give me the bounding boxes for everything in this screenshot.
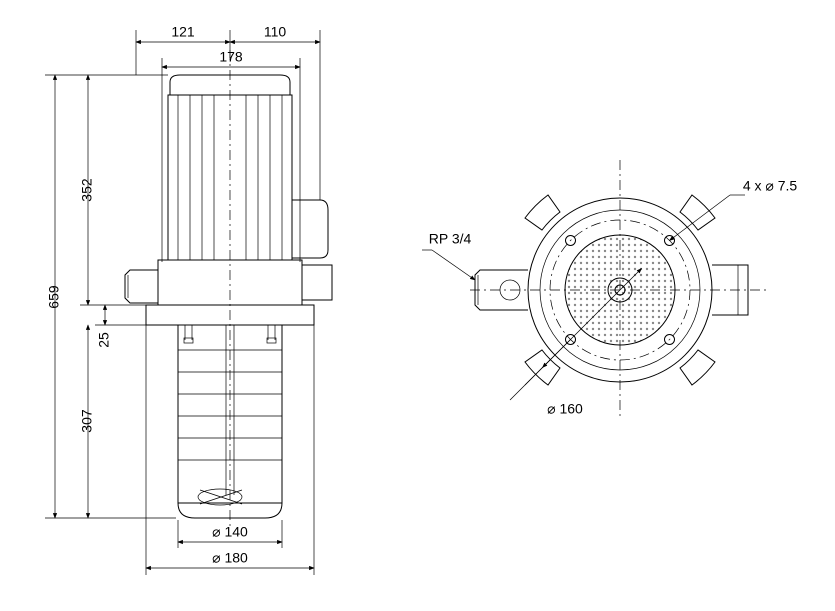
side-view: 121 110 178 659 352 25 307 ⌀ 140 [45, 24, 332, 575]
dim-307: 307 [79, 409, 95, 433]
dim-121: 121 [171, 24, 195, 40]
dim-352: 352 [79, 178, 95, 202]
dim-659: 659 [46, 285, 62, 309]
drawing-canvas: 121 110 178 659 352 25 307 ⌀ 140 [0, 0, 835, 611]
dim-bolt-holes: 4 x ⌀ 7.5 [743, 178, 798, 194]
dim-dia180: ⌀ 180 [212, 550, 248, 566]
dim-dia140: ⌀ 140 [212, 524, 248, 540]
dim-25: 25 [96, 332, 112, 348]
dim-rp34: RP 3/4 [429, 231, 472, 247]
dim-110: 110 [264, 24, 287, 40]
dim-pcd160: ⌀ 160 [547, 401, 583, 417]
top-view: RP 3/4 4 x ⌀ 7.5 ⌀ 160 [422, 160, 797, 420]
dim-178: 178 [219, 49, 243, 65]
